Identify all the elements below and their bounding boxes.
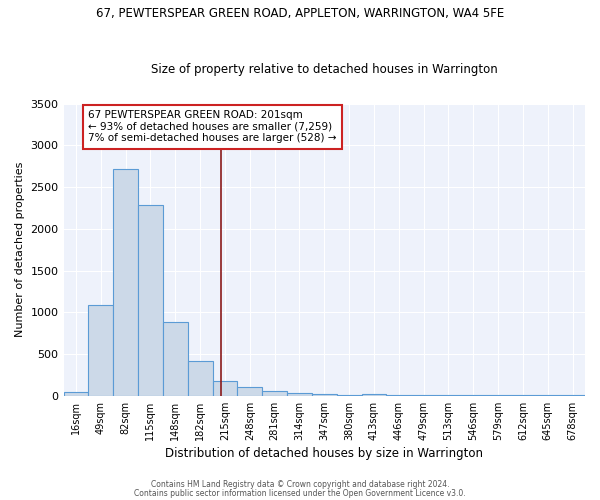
Bar: [312, 394, 337, 396]
Bar: [64, 392, 88, 396]
Text: 67 PEWTERSPEAR GREEN ROAD: 201sqm
← 93% of detached houses are smaller (7,259)
7: 67 PEWTERSPEAR GREEN ROAD: 201sqm ← 93% …: [88, 110, 337, 144]
Bar: [113, 168, 138, 396]
Text: Contains public sector information licensed under the Open Government Licence v3: Contains public sector information licen…: [134, 489, 466, 498]
Bar: [188, 361, 212, 396]
Bar: [138, 206, 163, 396]
Bar: [88, 305, 113, 396]
Text: 67, PEWTERSPEAR GREEN ROAD, APPLETON, WARRINGTON, WA4 5FE: 67, PEWTERSPEAR GREEN ROAD, APPLETON, WA…: [96, 8, 504, 20]
Bar: [337, 395, 362, 396]
X-axis label: Distribution of detached houses by size in Warrington: Distribution of detached houses by size …: [165, 447, 483, 460]
Title: Size of property relative to detached houses in Warrington: Size of property relative to detached ho…: [151, 63, 497, 76]
Bar: [238, 388, 262, 396]
Text: Contains HM Land Registry data © Crown copyright and database right 2024.: Contains HM Land Registry data © Crown c…: [151, 480, 449, 489]
Y-axis label: Number of detached properties: Number of detached properties: [15, 162, 25, 338]
Bar: [163, 322, 188, 396]
Bar: [287, 393, 312, 396]
Bar: [212, 381, 238, 396]
Bar: [362, 394, 386, 396]
Bar: [262, 391, 287, 396]
